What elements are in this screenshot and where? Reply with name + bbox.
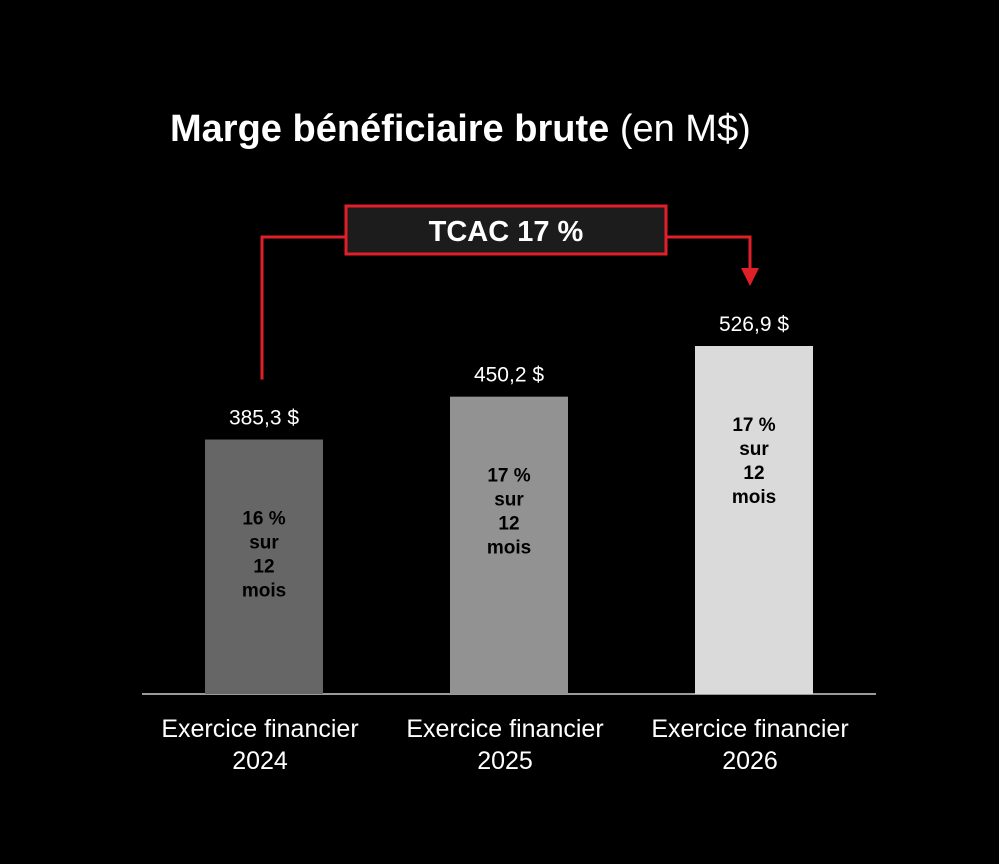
value-label-0: 385,3 $ [229, 407, 299, 430]
bar-inner-label-2-0: 17 % [732, 415, 775, 436]
x-tick-label-2-1: 2026 [722, 747, 778, 775]
value-label-1: 450,2 $ [474, 364, 544, 387]
x-tick-label-1-1: 2025 [477, 747, 533, 775]
bar-inner-label-2-1: sur [739, 439, 769, 460]
chart-title-main: Marge bénéficiaire brute [170, 108, 610, 150]
bar-inner-label-0-0: 16 % [242, 509, 285, 530]
bar-inner-label-2-3: mois [732, 487, 776, 508]
x-tick-label-1-0: Exercice financier [406, 715, 603, 743]
bar-1 [450, 396, 568, 694]
value-label-2: 526,9 $ [719, 313, 789, 336]
cagr-arrowhead-icon [741, 268, 759, 286]
bar-inner-label-2-2: 12 [743, 463, 764, 484]
x-tick-label-0-0: Exercice financier [161, 715, 358, 743]
cagr-label: TCAC 17 % [429, 216, 584, 248]
chart-title: Marge bénéficiaire brute (en M$) [170, 108, 751, 151]
bar-2 [695, 346, 813, 694]
cagr-connector-left [260, 235, 346, 380]
cagr-connector-right [666, 235, 752, 270]
bar-inner-label-1-0: 17 % [487, 466, 530, 487]
x-tick-label-2-0: Exercice financier [651, 715, 848, 743]
bar-0 [205, 439, 323, 694]
x-tick-label-0-1: 2024 [232, 747, 288, 775]
bar-inner-label-1-3: mois [487, 538, 531, 559]
bar-inner-label-1-1: sur [494, 490, 524, 511]
chart-title-unit: (en M$) [619, 108, 751, 150]
bar-inner-label-0-3: mois [242, 581, 286, 602]
bar-inner-label-0-1: sur [249, 533, 279, 554]
bar-inner-label-0-2: 12 [253, 557, 274, 578]
cagr-box [344, 204, 668, 256]
bar-inner-label-1-2: 12 [498, 514, 519, 535]
